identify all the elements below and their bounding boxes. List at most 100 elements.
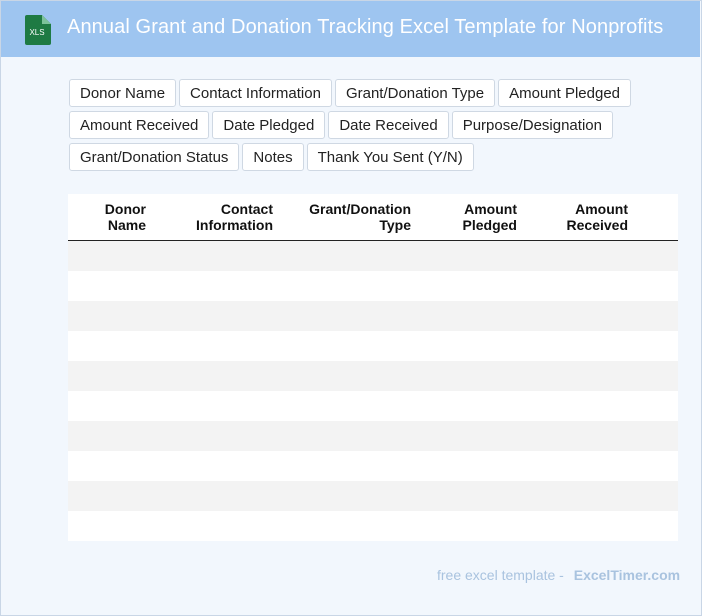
table-cell[interactable] bbox=[525, 330, 636, 361]
table-header-row: Donor Name Contact Information Grant/Donatio… bbox=[68, 194, 678, 241]
table-cell[interactable] bbox=[525, 480, 636, 511]
table-cell[interactable] bbox=[525, 240, 636, 271]
table-cell[interactable] bbox=[154, 420, 281, 451]
table-cell[interactable] bbox=[636, 360, 678, 391]
table-cell[interactable] bbox=[68, 240, 154, 271]
table-cell[interactable] bbox=[68, 300, 154, 331]
table-cell[interactable] bbox=[419, 480, 525, 511]
table-cell[interactable] bbox=[281, 330, 419, 361]
table-cell[interactable] bbox=[419, 420, 525, 451]
column-header-line: Name bbox=[107, 216, 146, 233]
table-cell[interactable] bbox=[68, 330, 154, 361]
table-row bbox=[68, 390, 678, 421]
column-header-line: Donor bbox=[104, 200, 146, 217]
page-header: XLS Annual Grant and Donation Tracking E… bbox=[1, 1, 700, 57]
table-cell[interactable] bbox=[154, 330, 281, 361]
table-cell[interactable] bbox=[154, 480, 281, 511]
table-cell[interactable] bbox=[525, 360, 636, 391]
table-cell[interactable] bbox=[68, 450, 154, 481]
table-cell[interactable] bbox=[154, 240, 281, 271]
field-chip: Date Pledged bbox=[212, 111, 326, 139]
template-table: Donor Name Contact Information Grant/Donatio… bbox=[68, 194, 678, 541]
table-cell[interactable] bbox=[419, 330, 525, 361]
footer-text: free excel template - bbox=[437, 567, 564, 583]
table-cell[interactable] bbox=[636, 270, 678, 301]
column-header-line: Information bbox=[196, 216, 273, 233]
table-cell[interactable] bbox=[525, 300, 636, 331]
table-cell[interactable] bbox=[419, 450, 525, 481]
table-cell[interactable] bbox=[636, 240, 678, 271]
table-cell[interactable] bbox=[154, 300, 281, 331]
table-cell[interactable] bbox=[636, 450, 678, 481]
table-cell[interactable] bbox=[68, 390, 154, 421]
table-cell[interactable] bbox=[154, 270, 281, 301]
table-cell[interactable] bbox=[636, 420, 678, 451]
field-chip: Amount Pledged bbox=[498, 79, 632, 107]
field-chip-row: Grant/Donation Status Notes Thank You Sent… bbox=[69, 143, 649, 175]
field-chip-row: Donor Name Contact Information Grant/Donat… bbox=[69, 79, 649, 111]
table-cell[interactable] bbox=[68, 270, 154, 301]
table-cell[interactable] bbox=[636, 330, 678, 361]
table-cell[interactable] bbox=[636, 480, 678, 511]
table-row bbox=[68, 360, 678, 391]
column-header-line: Amount bbox=[575, 200, 628, 217]
table-row bbox=[68, 270, 678, 301]
field-chip: Donor Name bbox=[69, 79, 177, 107]
table-cell[interactable] bbox=[281, 480, 419, 511]
table-row bbox=[68, 480, 678, 511]
footer-brand-link[interactable]: ExcelTimer.com bbox=[573, 567, 681, 583]
field-list: Donor Name Contact Information Grant/Donat… bbox=[69, 79, 649, 175]
table-cell[interactable] bbox=[281, 270, 419, 301]
table-cell[interactable] bbox=[419, 300, 525, 331]
column-header: Contact Information bbox=[154, 194, 281, 241]
table-row bbox=[68, 330, 678, 361]
table-cell[interactable] bbox=[281, 420, 419, 451]
table-cell[interactable] bbox=[636, 390, 678, 421]
table-cell[interactable] bbox=[636, 300, 678, 331]
table-cell[interactable] bbox=[281, 450, 419, 481]
table-cell[interactable] bbox=[525, 270, 636, 301]
table-cell[interactable] bbox=[419, 240, 525, 271]
table-cell[interactable] bbox=[525, 420, 636, 451]
field-chip: Purpose/Designation bbox=[451, 111, 613, 139]
field-chip: Amount Received bbox=[69, 111, 210, 139]
table-cell[interactable] bbox=[68, 420, 154, 451]
column-header: Amount Pledged bbox=[419, 194, 525, 241]
table-cell[interactable] bbox=[419, 510, 525, 541]
column-header: Grant/Donation Type bbox=[281, 194, 419, 241]
table-cell[interactable] bbox=[154, 390, 281, 421]
table-cell[interactable] bbox=[68, 510, 154, 541]
table-cell[interactable] bbox=[525, 510, 636, 541]
column-header-line: Amount bbox=[464, 200, 517, 217]
table-cell[interactable] bbox=[281, 390, 419, 421]
table-cell[interactable] bbox=[525, 390, 636, 421]
field-chip: Date Received bbox=[328, 111, 449, 139]
table-cell[interactable] bbox=[419, 390, 525, 421]
table-cell[interactable] bbox=[281, 300, 419, 331]
field-chip: Notes bbox=[242, 143, 304, 171]
table-cell[interactable] bbox=[636, 510, 678, 541]
column-header-line: Contact bbox=[220, 200, 273, 217]
table-cell[interactable] bbox=[281, 360, 419, 391]
column-header-line: Grant/Donation bbox=[309, 200, 411, 217]
table-cell[interactable] bbox=[154, 360, 281, 391]
page-title: Annual Grant and Donation Tracking Excel… bbox=[67, 16, 664, 38]
field-chip: Grant/Donation Type bbox=[334, 79, 496, 107]
table-row bbox=[68, 420, 678, 451]
table-row bbox=[68, 300, 678, 331]
table-cell[interactable] bbox=[281, 510, 419, 541]
table-cell[interactable] bbox=[419, 360, 525, 391]
table-cell[interactable] bbox=[281, 240, 419, 271]
table-cell[interactable] bbox=[525, 450, 636, 481]
table-row bbox=[68, 450, 678, 481]
table-cell[interactable] bbox=[154, 510, 281, 541]
table-cell[interactable] bbox=[68, 480, 154, 511]
table-cell[interactable] bbox=[419, 270, 525, 301]
table-row bbox=[68, 240, 678, 271]
table-cell[interactable] bbox=[68, 360, 154, 391]
column-header-line: Type bbox=[379, 216, 411, 233]
table-cell[interactable] bbox=[154, 450, 281, 481]
xls-file-icon: XLS bbox=[25, 15, 51, 45]
footer: free excel template - ExcelTimer.com bbox=[437, 567, 680, 583]
